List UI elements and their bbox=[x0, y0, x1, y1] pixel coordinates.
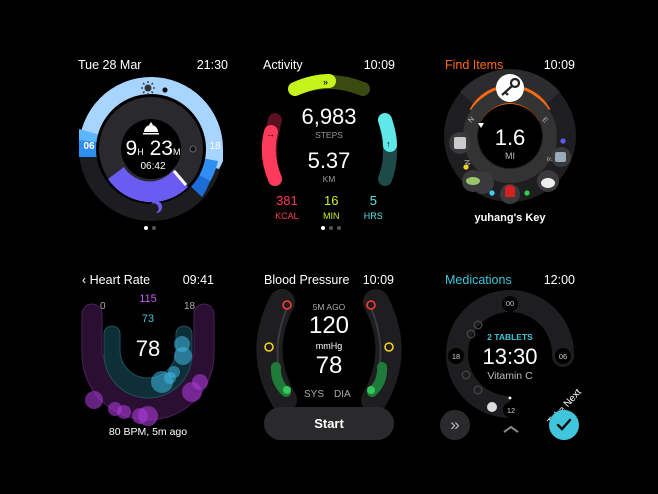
clock-time: 10:09 bbox=[363, 58, 395, 72]
app-title: Blood Pressure bbox=[264, 273, 350, 287]
clock-time: 21:30 bbox=[196, 58, 228, 72]
skip-button[interactable]: » bbox=[440, 410, 470, 440]
take-next-button[interactable] bbox=[549, 410, 579, 440]
hour-label-18: 18 bbox=[451, 352, 461, 361]
watch-header: Tue 28 Mar 21:30 bbox=[78, 57, 228, 73]
watch-header: Activity 10:09 bbox=[263, 57, 395, 73]
min-bpm: 73 bbox=[141, 313, 155, 325]
tea-cup-icon bbox=[466, 177, 480, 185]
clock-time: 10:09 bbox=[362, 273, 394, 287]
activity-stats: 381 KCAL 16 MIN 5 HRS bbox=[263, 193, 395, 221]
hour-label-12: 12 bbox=[506, 406, 516, 415]
sun-icon bbox=[141, 81, 155, 95]
wake-time: 06:42 bbox=[140, 161, 166, 172]
diastolic-value: 78 bbox=[315, 352, 343, 379]
page-dot-1[interactable] bbox=[321, 226, 325, 230]
clock-time: 12:00 bbox=[543, 273, 575, 287]
page-dot-3[interactable] bbox=[337, 226, 341, 230]
dia-label: DIA bbox=[334, 389, 351, 400]
axis-label-right: 18 bbox=[184, 301, 196, 312]
reading-age: 5M AGO bbox=[312, 302, 346, 312]
activity-rings: » → ↑ bbox=[261, 74, 397, 186]
sys-label: SYS bbox=[304, 389, 325, 400]
teapot-icon bbox=[541, 178, 555, 188]
unit-label: mmHg bbox=[315, 341, 343, 351]
direction-pointer-icon bbox=[478, 123, 484, 128]
distance-value: 1.6 bbox=[494, 125, 526, 150]
app-title: Find Items bbox=[445, 58, 504, 72]
sleep-duration: 9H 23M bbox=[125, 137, 181, 160]
medications-watch: Medications 12:00 Take Next 00 06 12 18 … bbox=[440, 272, 595, 472]
distance-value: 5.37 bbox=[307, 148, 351, 173]
systolic-value: 120 bbox=[308, 312, 350, 339]
clock-time: 09:41 bbox=[182, 273, 214, 287]
hour-label-00: 00 bbox=[505, 299, 515, 308]
back-button[interactable]: ‹ Heart Rate bbox=[82, 273, 151, 287]
clock-time: 10:09 bbox=[543, 58, 575, 72]
sleep-watch: Tue 28 Mar 21:30 bbox=[78, 57, 228, 257]
watch-header: Medications 12:00 bbox=[445, 272, 575, 288]
arrow-up-icon: ↑ bbox=[386, 139, 391, 149]
stat-kcal: 381 KCAL bbox=[275, 193, 299, 221]
page-dot-1[interactable] bbox=[144, 226, 148, 230]
page-indicator bbox=[321, 226, 341, 230]
max-bpm: 115 bbox=[139, 293, 157, 305]
chevron-left-icon: ‹ bbox=[82, 273, 87, 287]
watch-header: Find Items 10:09 bbox=[445, 57, 575, 73]
double-chevron-right-icon: » bbox=[450, 415, 460, 434]
forward-icon: » bbox=[323, 77, 328, 87]
date-label: Tue 28 Mar bbox=[78, 58, 142, 72]
last-reading: 80 BPM, 5m ago bbox=[108, 426, 188, 438]
svg-text:W: W bbox=[464, 158, 473, 167]
hour-label-06: 06 bbox=[558, 352, 568, 361]
bp-gauges bbox=[256, 289, 402, 413]
chevron-up-icon[interactable] bbox=[502, 425, 520, 433]
watch-header: ‹ Heart Rate 09:41 bbox=[82, 272, 214, 288]
key-icon bbox=[501, 77, 521, 96]
svg-text:N: N bbox=[467, 116, 476, 125]
dose-label: 2 TABLETS bbox=[487, 332, 533, 342]
activity-watch: Activity 10:09 » → ↑ 6,983 STEPS 5.37 KM… bbox=[261, 57, 413, 257]
page-indicator bbox=[144, 226, 156, 230]
axis-label-left: 0 bbox=[100, 301, 106, 312]
distance-unit: MI bbox=[505, 151, 515, 161]
backpack-icon bbox=[505, 185, 515, 197]
hour-label-06: 06 bbox=[83, 141, 95, 152]
page-dot-2[interactable] bbox=[152, 226, 156, 230]
heart-rate-chart bbox=[81, 303, 215, 426]
stat-hrs: 5 HRS bbox=[363, 193, 383, 221]
hour-label-18: 18 bbox=[209, 141, 221, 152]
blood-pressure-watch: Blood Pressure 10:09 5M AGO 120 mmHg 78 … bbox=[256, 272, 414, 472]
current-bpm: 78 bbox=[135, 336, 161, 361]
arrow-right-icon: → bbox=[266, 129, 275, 139]
dice-icon bbox=[454, 137, 466, 149]
find-items-watch: Find Items 10:09 N E S W bbox=[444, 57, 595, 257]
item-name: yuhang's Key bbox=[474, 212, 546, 224]
svg-text:E: E bbox=[541, 116, 549, 124]
camera-icon bbox=[555, 152, 566, 162]
app-title: Activity bbox=[263, 58, 303, 72]
app-title: Medications bbox=[445, 273, 512, 287]
find-items-dial: N E S W bbox=[444, 69, 576, 204]
distance-label: KM bbox=[322, 174, 336, 184]
page-dot-2[interactable] bbox=[329, 226, 333, 230]
sunrise-icon bbox=[143, 122, 159, 135]
next-dose-time: 13:30 bbox=[482, 344, 538, 369]
watch-header: Blood Pressure 10:09 bbox=[264, 272, 394, 288]
medication-name: Vitamin C bbox=[487, 370, 533, 382]
checkmark-icon bbox=[556, 418, 572, 431]
moon-icon bbox=[151, 201, 163, 214]
heart-rate-watch: ‹ Heart Rate 09:41 0 18 115 73 78 80 BPM… bbox=[81, 272, 232, 472]
sleep-dial bbox=[79, 77, 223, 221]
svg-text:S: S bbox=[544, 155, 552, 162]
steps-value: 6,983 bbox=[301, 104, 357, 129]
start-button[interactable]: Start bbox=[264, 407, 394, 440]
stat-min: 16 MIN bbox=[322, 193, 340, 221]
steps-label: STEPS bbox=[315, 130, 343, 140]
